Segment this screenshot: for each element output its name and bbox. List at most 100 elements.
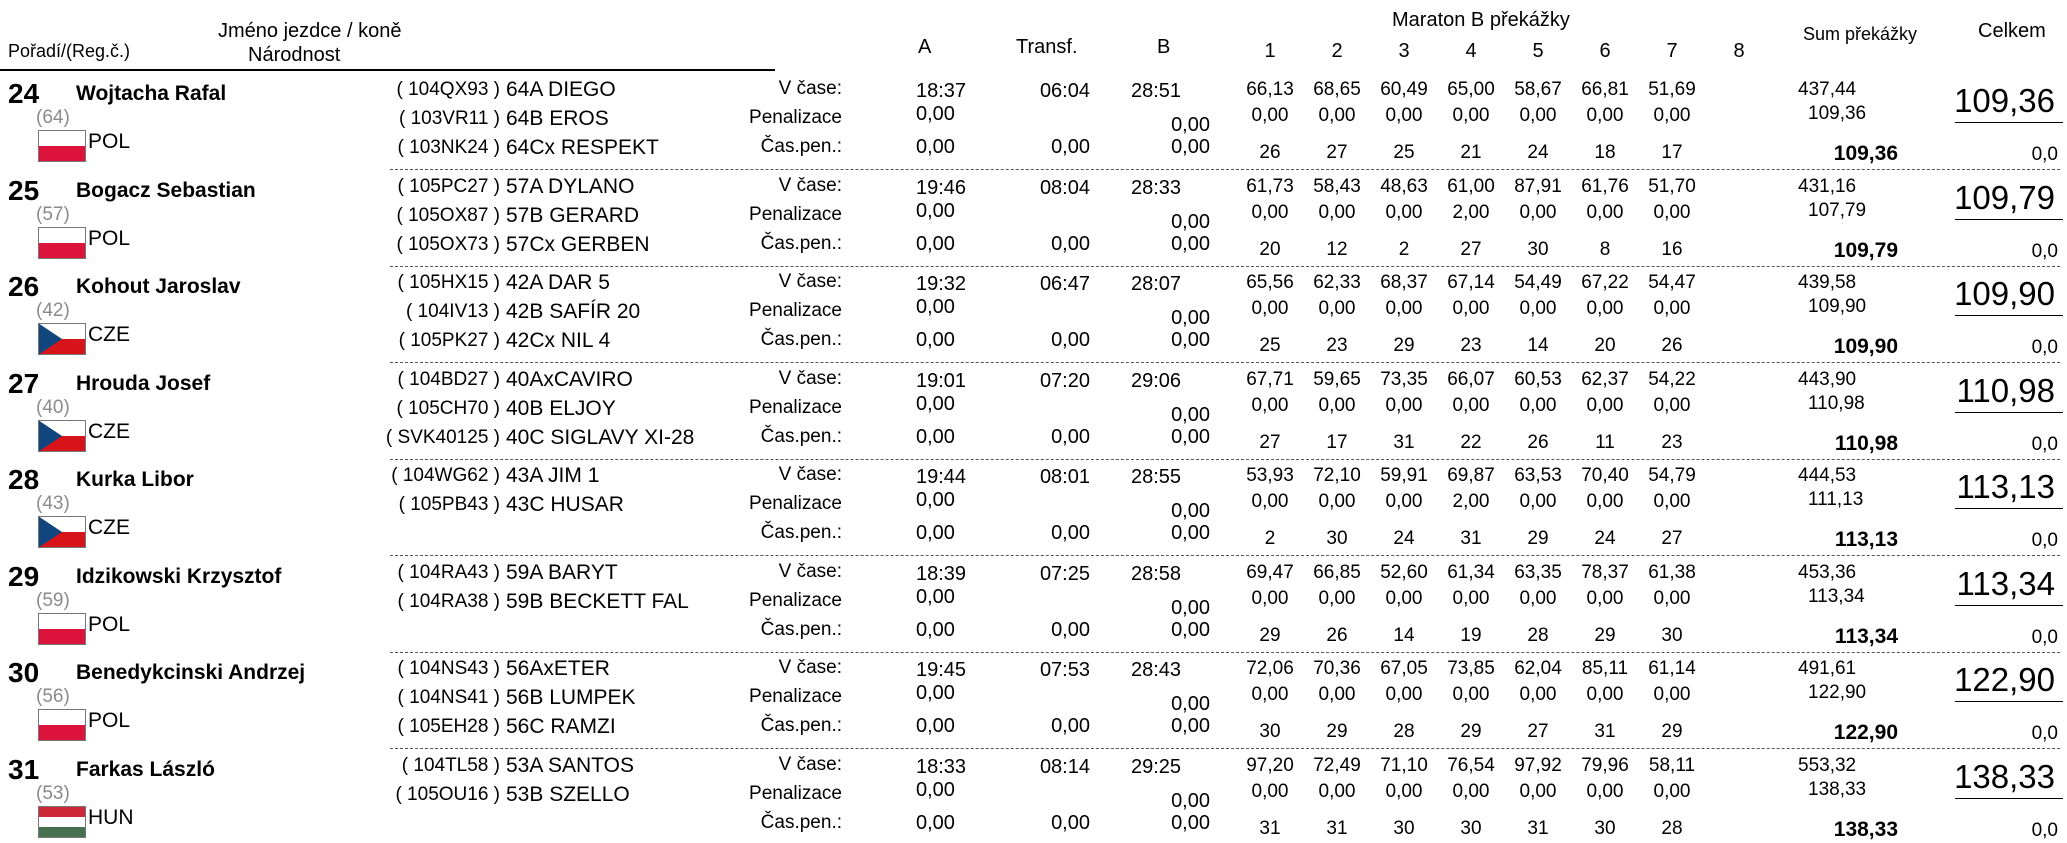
obstacle-time: 53,93 bbox=[1246, 465, 1294, 486]
obstacle-time: 76,54 bbox=[1447, 754, 1495, 776]
celkem-total: 113,34 bbox=[1956, 564, 2055, 602]
obstacle-time: 51,70 bbox=[1648, 175, 1696, 197]
rider-reg-number: (53) bbox=[36, 782, 70, 804]
header-narodnost: Národnost bbox=[248, 44, 341, 66]
obstacle-rank: 11 bbox=[1595, 431, 1615, 453]
obstacle-time: 69,87 bbox=[1447, 465, 1495, 486]
a-timepen: 0,00 bbox=[916, 425, 955, 448]
total-underline bbox=[1955, 411, 2063, 413]
obstacle-rank: 27 bbox=[1661, 528, 1683, 549]
obstacle-time: 62,37 bbox=[1581, 368, 1629, 390]
a-time: 19:45 bbox=[916, 659, 967, 681]
rank-number: 25 bbox=[8, 174, 40, 206]
obstacle-penalty: 0,00 bbox=[1653, 684, 1691, 705]
label-caspen: Čas.pen.: bbox=[760, 811, 842, 833]
b-timepen: 0,00 bbox=[1171, 136, 1210, 158]
rider-name: Wojtacha Rafal bbox=[76, 82, 227, 105]
horse-name: 59A BARYT bbox=[506, 560, 618, 584]
b-time: 28:51 bbox=[1131, 80, 1182, 102]
obstacle-time: 66,13 bbox=[1246, 79, 1294, 100]
obstacle-rank: 28 bbox=[1527, 624, 1549, 646]
obstacle-rank: 23 bbox=[1326, 335, 1348, 356]
rank-number: 28 bbox=[8, 464, 40, 495]
transf-timepen: 0,00 bbox=[1051, 715, 1090, 737]
label-caspen: Čas.pen.: bbox=[760, 329, 842, 350]
obstacle-time: 48,63 bbox=[1380, 175, 1428, 197]
horse-reg: ( 104NS41 ) bbox=[397, 687, 500, 708]
celkem-total: 138,33 bbox=[1954, 757, 2055, 795]
sum-total-bold: 138,33 bbox=[1833, 817, 1898, 841]
obstacle-rank: 30 bbox=[1393, 817, 1415, 839]
sum-obstacles-avg: 122,90 bbox=[1808, 682, 1867, 703]
label-caspen: Čas.pen.: bbox=[760, 232, 842, 254]
transf-timepen: 0,00 bbox=[1051, 232, 1090, 255]
obstacle-penalty: 0,00 bbox=[1251, 201, 1289, 223]
obstacle-rank: 16 bbox=[1661, 238, 1683, 260]
obstacle-penalty: 0,00 bbox=[1318, 298, 1356, 319]
obstacle-rank: 30 bbox=[1326, 528, 1348, 549]
horse-reg: ( SVK40125 ) bbox=[385, 426, 500, 448]
rider-reg-number: (64) bbox=[36, 107, 70, 128]
obstacle-penalty: 0,00 bbox=[1251, 105, 1289, 126]
obstacle-rank: 28 bbox=[1393, 721, 1415, 742]
a-timepen: 0,00 bbox=[916, 232, 955, 255]
sum-obstacles: 443,90 bbox=[1798, 368, 1857, 390]
obstacle-time: 58,43 bbox=[1313, 175, 1361, 197]
sum-obstacles-avg: 109,36 bbox=[1808, 103, 1867, 124]
obstacle-rank: 17 bbox=[1326, 431, 1348, 453]
obstacle-rank: 26 bbox=[1527, 431, 1549, 453]
obstacle-rank: 27 bbox=[1527, 721, 1549, 742]
obstacle-penalty: 0,00 bbox=[1586, 491, 1624, 512]
label-penalizace: Penalizace bbox=[749, 686, 842, 707]
obstacle-penalty: 0,00 bbox=[1452, 684, 1490, 705]
horse-reg: ( 104WG62 ) bbox=[391, 465, 500, 486]
obstacle-rank: 30 bbox=[1661, 624, 1683, 646]
obstacle-penalty: 0,00 bbox=[1653, 105, 1691, 126]
horse-reg: ( 105OX87 ) bbox=[396, 204, 501, 226]
obstacle-penalty: 0,00 bbox=[1385, 298, 1423, 319]
obstacle-rank: 21 bbox=[1460, 142, 1482, 163]
rider-name: Kurka Libor bbox=[76, 468, 194, 491]
rider-name: Bogacz Sebastian bbox=[76, 178, 256, 202]
obstacle-penalty: 0,00 bbox=[1586, 780, 1624, 802]
horse-name: 57Cx GERBEN bbox=[506, 232, 650, 256]
label-caspen: Čas.pen.: bbox=[760, 425, 842, 447]
a-penalty: 0,00 bbox=[916, 392, 955, 415]
obstacle-penalty: 0,00 bbox=[1251, 587, 1289, 609]
obstacle-time: 67,22 bbox=[1581, 272, 1629, 293]
b-penalty: 0,00 bbox=[1171, 210, 1210, 233]
sum-obstacles-avg: 107,79 bbox=[1808, 199, 1867, 221]
sum-obstacles-avg: 138,33 bbox=[1808, 778, 1867, 800]
rider-name: Benedykcinski Andrzej bbox=[76, 661, 306, 684]
horse-reg: ( 104IV13 ) bbox=[406, 301, 500, 322]
sum-obstacles-avg: 109,90 bbox=[1808, 296, 1867, 317]
rank-number: 30 bbox=[8, 657, 40, 688]
horse-name: 53A SANTOS bbox=[506, 753, 635, 777]
obstacle-penalty: 0,00 bbox=[1452, 587, 1490, 609]
row-separator bbox=[390, 169, 2060, 170]
obstacle-rank: 29 bbox=[1661, 721, 1683, 742]
flag-cze-icon bbox=[38, 419, 86, 452]
b-time: 28:43 bbox=[1131, 659, 1182, 681]
sum-total-bold: 122,90 bbox=[1833, 721, 1898, 744]
b-time: 28:07 bbox=[1131, 273, 1182, 295]
obstacle-header-3: 3 bbox=[1398, 40, 1410, 62]
horse-name: 42B SAFÍR 20 bbox=[506, 300, 641, 323]
horse-reg: ( 104RA38 ) bbox=[397, 590, 500, 612]
rank-number: 24 bbox=[8, 78, 40, 109]
obstacle-penalty: 0,00 bbox=[1251, 491, 1289, 512]
row-separator bbox=[390, 748, 2060, 749]
horse-name: 64A DIEGO bbox=[506, 78, 616, 101]
horse-name: 42Cx NIL 4 bbox=[506, 329, 611, 352]
obstacle-penalty: 0,00 bbox=[1653, 201, 1691, 223]
obstacle-penalty: 0,00 bbox=[1519, 780, 1557, 802]
obstacle-time: 58,11 bbox=[1648, 754, 1696, 776]
obstacle-penalty: 0,00 bbox=[1318, 201, 1356, 223]
b-timepen: 0,00 bbox=[1171, 232, 1210, 255]
horse-name: 59B BECKETT FAL bbox=[506, 589, 689, 613]
celkem-total: 122,90 bbox=[1954, 661, 2055, 698]
obstacle-time: 61,00 bbox=[1447, 175, 1495, 197]
obstacle-rank: 30 bbox=[1527, 238, 1549, 260]
label-penalizace: Penalizace bbox=[749, 203, 842, 225]
b-penalty: 0,00 bbox=[1171, 500, 1210, 522]
